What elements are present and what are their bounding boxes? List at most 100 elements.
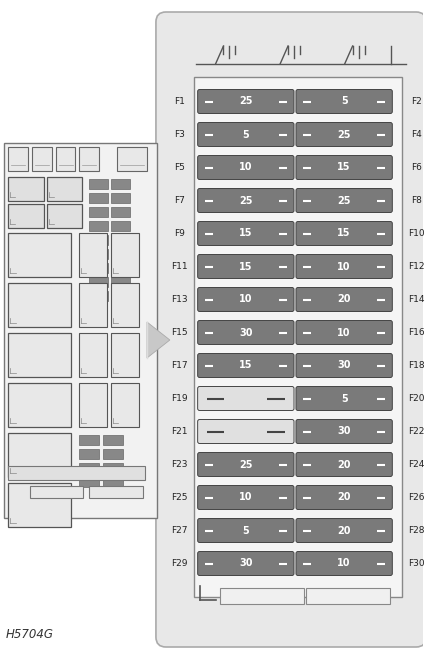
Text: F4: F4 — [411, 130, 422, 139]
Text: 15: 15 — [337, 163, 351, 172]
Bar — [219, 588, 304, 604]
Bar — [80, 383, 107, 427]
Bar — [89, 291, 108, 301]
Bar — [306, 588, 390, 604]
Text: 25: 25 — [239, 195, 253, 206]
Bar — [111, 249, 130, 259]
Text: 20: 20 — [337, 295, 351, 304]
Text: F6: F6 — [411, 163, 422, 172]
Bar — [111, 207, 130, 217]
Bar — [8, 204, 44, 228]
Text: F15: F15 — [171, 328, 188, 337]
Bar — [89, 221, 108, 231]
Text: F2: F2 — [411, 97, 422, 106]
Text: 25: 25 — [239, 460, 253, 470]
Text: F8: F8 — [411, 196, 422, 205]
Bar — [103, 449, 123, 459]
FancyBboxPatch shape — [296, 353, 392, 377]
FancyBboxPatch shape — [198, 518, 294, 543]
Bar — [89, 207, 108, 217]
Text: F22: F22 — [408, 427, 424, 436]
Text: F20: F20 — [408, 394, 424, 403]
FancyBboxPatch shape — [198, 419, 294, 443]
FancyBboxPatch shape — [198, 287, 294, 311]
FancyBboxPatch shape — [198, 387, 294, 411]
Bar — [111, 263, 130, 273]
Bar — [111, 283, 139, 327]
Text: F10: F10 — [408, 229, 424, 238]
Bar — [111, 383, 139, 427]
FancyBboxPatch shape — [296, 255, 392, 278]
Text: F28: F28 — [408, 526, 424, 535]
Text: F25: F25 — [172, 493, 188, 502]
Text: F29: F29 — [172, 559, 188, 568]
Bar — [103, 477, 123, 487]
Text: F27: F27 — [172, 526, 188, 535]
Bar — [32, 147, 52, 171]
Bar — [111, 221, 130, 231]
Text: F9: F9 — [174, 229, 185, 238]
FancyBboxPatch shape — [296, 485, 392, 509]
Bar — [8, 433, 71, 477]
Bar — [111, 233, 139, 277]
FancyBboxPatch shape — [296, 287, 392, 311]
FancyBboxPatch shape — [198, 485, 294, 509]
FancyBboxPatch shape — [198, 89, 294, 114]
Text: 30: 30 — [337, 426, 351, 436]
Bar — [89, 249, 108, 259]
Text: 25: 25 — [337, 129, 351, 140]
Bar — [89, 179, 108, 189]
Text: 15: 15 — [239, 229, 253, 238]
Bar — [111, 193, 130, 203]
Text: F11: F11 — [171, 262, 188, 271]
Bar — [8, 233, 71, 277]
Bar — [103, 435, 123, 445]
Bar — [103, 463, 123, 473]
FancyBboxPatch shape — [198, 155, 294, 180]
Text: 20: 20 — [337, 460, 351, 470]
Text: F17: F17 — [171, 361, 188, 370]
Text: 15: 15 — [239, 360, 253, 370]
FancyBboxPatch shape — [198, 552, 294, 575]
FancyBboxPatch shape — [156, 12, 426, 647]
FancyBboxPatch shape — [198, 321, 294, 345]
Bar — [111, 235, 130, 245]
Bar — [89, 235, 108, 245]
FancyBboxPatch shape — [198, 255, 294, 278]
Bar — [80, 435, 99, 445]
FancyBboxPatch shape — [296, 552, 392, 575]
FancyBboxPatch shape — [198, 189, 294, 212]
Bar — [8, 466, 145, 480]
Bar — [111, 179, 130, 189]
Text: 5: 5 — [242, 129, 249, 140]
Text: F14: F14 — [408, 295, 424, 304]
FancyBboxPatch shape — [296, 89, 392, 114]
FancyBboxPatch shape — [296, 123, 392, 146]
Text: 25: 25 — [239, 97, 253, 106]
Bar — [8, 177, 44, 201]
FancyBboxPatch shape — [198, 453, 294, 477]
Bar — [80, 449, 99, 459]
Bar — [194, 77, 402, 597]
Text: F12: F12 — [408, 262, 424, 271]
Bar — [30, 486, 83, 498]
Text: 5: 5 — [242, 526, 249, 535]
FancyBboxPatch shape — [198, 221, 294, 246]
Bar — [89, 486, 143, 498]
Bar — [111, 333, 139, 377]
Text: F21: F21 — [172, 427, 188, 436]
Text: 5: 5 — [341, 394, 348, 404]
Text: 10: 10 — [239, 163, 253, 172]
Bar — [80, 283, 107, 327]
FancyBboxPatch shape — [296, 155, 392, 180]
Bar — [8, 147, 28, 171]
Text: 10: 10 — [239, 295, 253, 304]
FancyBboxPatch shape — [296, 453, 392, 477]
Text: F1: F1 — [174, 97, 185, 106]
Bar — [89, 277, 108, 287]
Text: F19: F19 — [171, 394, 188, 403]
Polygon shape — [147, 322, 170, 358]
FancyBboxPatch shape — [296, 518, 392, 543]
FancyBboxPatch shape — [296, 321, 392, 345]
Text: F13: F13 — [171, 295, 188, 304]
